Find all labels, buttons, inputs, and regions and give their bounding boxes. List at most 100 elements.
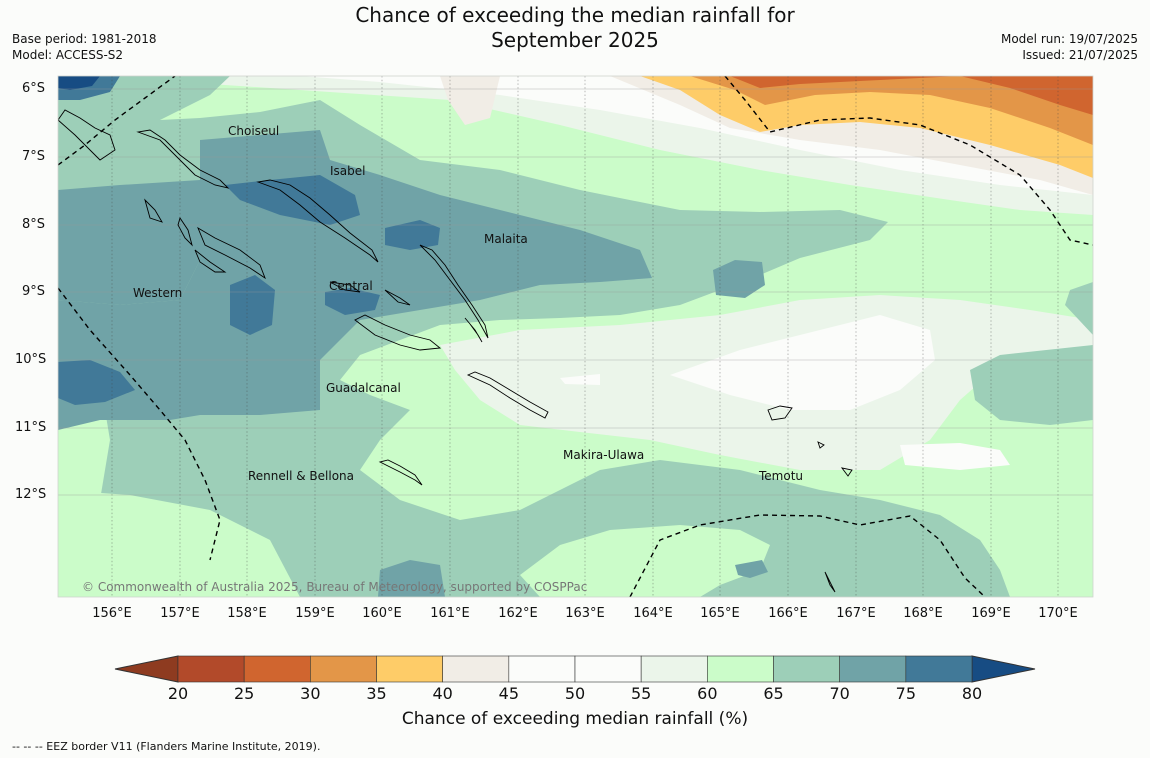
zone-70-75 <box>58 180 200 305</box>
zone-45-50 <box>670 315 935 410</box>
zone-45-50 <box>900 443 1010 470</box>
zone-70-75 <box>378 560 445 597</box>
colorbar-tick-label: 75 <box>895 684 916 703</box>
model-run: Model run: 19/07/2025 <box>1000 32 1138 46</box>
zone-30-35 <box>690 76 1093 145</box>
lon-label: 166°E <box>768 606 808 621</box>
gridlines <box>111 76 1059 597</box>
place-label-western: Western <box>133 286 183 300</box>
place-label-guadalcanal: Guadalcanal <box>326 381 401 395</box>
place-label-choiseul: Choiseul <box>228 124 280 138</box>
colorbar-tick-label: 60 <box>697 684 718 703</box>
colorbar-segment <box>310 655 377 683</box>
colorbar-tick-label: 70 <box>829 684 850 703</box>
zone-75-80 <box>385 220 440 250</box>
zone-40-45 <box>440 76 500 125</box>
colorbar-tick-label: 80 <box>961 684 983 703</box>
map-title: Chance of exceeding the median rainfall … <box>0 3 1150 53</box>
zone-75-80 <box>58 360 135 405</box>
zone-25-30 <box>730 76 960 88</box>
lon-label: 169°E <box>971 606 1011 621</box>
zone-75-80 <box>325 288 380 315</box>
meta-right: Model run: 19/07/2025 Issued: 21/07/2025 <box>1001 31 1138 63</box>
lon-label: 167°E <box>836 606 876 621</box>
zone-70-75 <box>58 130 652 430</box>
map-area <box>58 76 1093 597</box>
colorbar-segment <box>707 655 774 683</box>
eez-borders <box>58 76 1093 597</box>
colorbar-over-arrow <box>971 655 1036 683</box>
meta-left: Base period: 1981-2018 Model: ACCESS-S2 <box>12 31 157 63</box>
colorbar-segment <box>905 655 973 683</box>
eez-footnote: -- -- -- EEZ border V11 (Flanders Marine… <box>12 740 321 753</box>
colorbar <box>114 655 1036 683</box>
place-label-rennell-bellona: Rennell & Bellona <box>248 469 355 483</box>
zone-75-80 <box>230 275 275 335</box>
place-label-temotu: Temotu <box>759 469 804 483</box>
zone-25-30 <box>960 76 1093 115</box>
latitude-lines <box>58 88 1093 496</box>
title-line-2: September 2025 <box>491 28 659 52</box>
place-label-central: Central <box>329 279 373 293</box>
colorbar-segment <box>442 655 510 683</box>
lat-label: 9°S <box>22 284 46 299</box>
zone-65-70 <box>970 345 1093 425</box>
colorbar-segment <box>773 655 840 683</box>
place-label-malaita: Malaita <box>484 232 528 246</box>
lat-label: 6°S <box>22 81 46 96</box>
title-line-1: Chance of exceeding the median rainfall … <box>355 3 795 27</box>
zone-75-80 <box>225 175 360 225</box>
colorbar-segment <box>839 655 907 683</box>
lat-label: 10°S <box>15 352 47 367</box>
colorbar-tick-label: 35 <box>366 684 387 703</box>
lon-label: 165°E <box>700 606 740 621</box>
map-frame <box>57 75 1094 598</box>
zone-60-65 <box>58 490 300 597</box>
base-period: Base period: 1981-2018 <box>12 32 157 46</box>
colorbar-tick-label: 25 <box>233 684 255 703</box>
colorbar-tick-label: 40 <box>432 684 453 703</box>
colorbar-segment <box>177 655 245 683</box>
colorbar-tick-label: 45 <box>498 684 519 703</box>
lon-label: 163°E <box>565 606 605 621</box>
colorbar-segment <box>376 655 443 683</box>
issued-date: Issued: 21/07/2025 <box>1022 48 1138 62</box>
zone-45-50 <box>560 374 600 385</box>
lat-label: 11°S <box>15 420 47 435</box>
colorbar-segment <box>243 655 311 683</box>
lat-label: 12°S <box>15 487 47 502</box>
lat-label: 7°S <box>22 149 46 164</box>
lon-label: 156°E <box>92 606 132 621</box>
lon-label: 157°E <box>160 606 200 621</box>
lat-label: 8°S <box>22 217 46 232</box>
colorbar-segment <box>574 655 642 683</box>
lon-label: 168°E <box>903 606 943 621</box>
colorbar-under-arrow <box>114 655 179 683</box>
coastlines <box>58 109 853 593</box>
zone-60-65 <box>520 525 770 597</box>
model-name: Model: ACCESS-S2 <box>12 48 124 62</box>
lon-label: 158°E <box>227 606 267 621</box>
colorbar-tick-label: 30 <box>300 684 321 703</box>
colorbar-label: Chance of exceeding median rainfall (%) <box>401 709 749 729</box>
colorbar-segment <box>640 655 708 683</box>
zone-80-plus <box>58 76 100 90</box>
lon-label: 164°E <box>633 606 673 621</box>
lon-label: 159°E <box>295 606 335 621</box>
lon-label: 161°E <box>430 606 470 621</box>
lon-label: 160°E <box>362 606 402 621</box>
colorbar-tick-label: 55 <box>630 684 652 703</box>
place-label-makira-ulawa: Makira-Ulawa <box>563 448 645 462</box>
zone-70-75 <box>713 260 765 298</box>
place-label-isabel: Isabel <box>330 164 366 178</box>
zone-65-70 <box>1065 282 1093 335</box>
colorbar-segment <box>508 655 576 683</box>
lon-label: 162°E <box>498 606 538 621</box>
colorbar-tick-label: 65 <box>763 684 784 703</box>
colorbar-tick-label: 20 <box>167 684 189 703</box>
lon-label: 170°E <box>1038 606 1078 621</box>
copyright-notice: © Commonwealth of Australia 2025, Bureau… <box>82 580 588 594</box>
colorbar-tick-label: 50 <box>564 684 586 703</box>
zone-70-75 <box>735 560 768 578</box>
